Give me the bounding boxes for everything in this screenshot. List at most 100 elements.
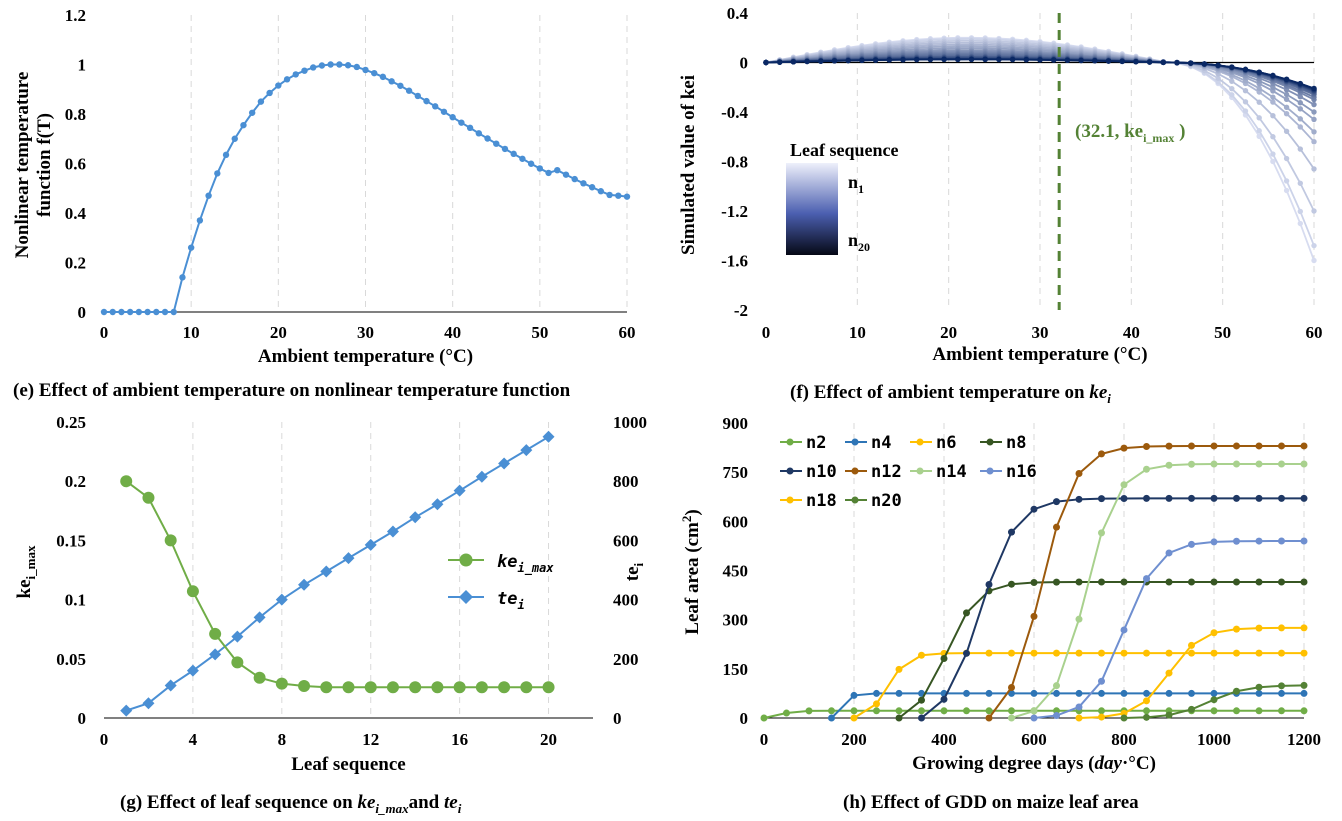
data-point — [1297, 80, 1304, 87]
data-point — [196, 217, 204, 224]
data-point-n12 — [1300, 442, 1308, 450]
data-point — [1256, 99, 1262, 105]
data-point — [1064, 57, 1071, 64]
te-data-point — [498, 457, 511, 470]
data-point — [275, 82, 282, 89]
data-point — [1105, 58, 1112, 64]
legend-marker-n8 — [986, 438, 994, 446]
data-point — [1297, 220, 1304, 227]
data-point-n12 — [1008, 684, 1015, 692]
data-point-n8 — [1165, 578, 1173, 586]
data-point-n10 — [940, 695, 948, 703]
data-point-n16 — [1053, 712, 1060, 720]
te-data-point — [275, 593, 288, 606]
legend-marker-n2 — [786, 438, 794, 446]
data-point-n2 — [1300, 707, 1308, 715]
data-point-n12 — [985, 714, 993, 722]
data-point — [1311, 257, 1317, 264]
data-point-n14 — [1075, 615, 1083, 623]
data-point-n18 — [1098, 713, 1105, 721]
y-tick-label: -0.8 — [721, 153, 748, 172]
y-tick-label: 450 — [723, 562, 749, 581]
data-point — [432, 103, 439, 110]
x-axis-label: Ambient temperature (°C) — [258, 346, 473, 367]
data-point-n4 — [1030, 689, 1038, 697]
data-point — [510, 150, 517, 158]
ke-data-point — [209, 627, 222, 640]
data-point-n4 — [1188, 689, 1195, 697]
ke-data-point — [520, 681, 533, 694]
ke-data-point — [298, 680, 311, 693]
y-tick-label: 0.8 — [65, 105, 86, 124]
data-point-n6 — [895, 665, 903, 673]
legend-bottom-label: n20 — [848, 230, 870, 254]
te-data-point — [231, 630, 244, 643]
data-point — [1242, 99, 1249, 105]
ke-data-point — [409, 681, 422, 694]
ke-data-point — [475, 681, 488, 694]
data-point-n10 — [1300, 494, 1308, 502]
y-tick-label: 0 — [740, 709, 749, 728]
y2-tick-label: 200 — [613, 650, 639, 669]
data-point — [1270, 158, 1276, 165]
te-data-point — [342, 552, 355, 565]
x-tick-label: 40 — [444, 323, 461, 342]
y-tick-label: -2 — [734, 301, 748, 320]
y-tick-label: 0.15 — [56, 531, 86, 550]
data-point — [371, 69, 378, 77]
ke-data-point — [453, 681, 466, 694]
data-point — [982, 56, 988, 63]
caption: (g) Effect of leaf sequence on kei_maxan… — [120, 792, 462, 816]
data-point-n8 — [1278, 578, 1285, 586]
data-point-n18 — [1255, 624, 1263, 632]
legend-ke-label: kei_max — [497, 552, 554, 576]
x-tick-label: 20 — [940, 323, 957, 342]
data-point-n2 — [783, 709, 790, 717]
x-tick-label: 0 — [100, 730, 109, 749]
data-point — [1133, 59, 1139, 65]
data-point-n10 — [918, 714, 925, 722]
x-tick-label: 30 — [1032, 323, 1049, 342]
data-point — [1229, 85, 1235, 92]
data-point-n8 — [895, 714, 903, 722]
data-point — [1297, 116, 1304, 122]
data-point — [1283, 91, 1290, 98]
y-tick-label: 0.05 — [56, 650, 86, 669]
data-point — [1311, 116, 1317, 123]
data-point-n10 — [1255, 494, 1263, 502]
data-point — [562, 171, 570, 178]
data-point-n12 — [1278, 442, 1285, 450]
data-point — [449, 114, 456, 121]
data-point-n12 — [1188, 442, 1195, 450]
data-point-n4 — [1255, 689, 1263, 697]
te-data-point — [475, 470, 488, 483]
x-tick-label: 1000 — [1197, 730, 1231, 749]
ke-data-point — [186, 585, 199, 598]
data-point — [187, 244, 195, 251]
data-point — [831, 58, 838, 64]
y2-axis-label: tei — [622, 562, 646, 581]
data-point — [248, 109, 256, 116]
data-point — [968, 56, 975, 63]
ke-data-point — [275, 677, 288, 690]
data-point — [1242, 66, 1249, 73]
data-point-n2 — [1210, 707, 1218, 715]
ke-data-point — [120, 475, 133, 488]
y2-tick-label: 600 — [613, 531, 639, 550]
data-point-n18 — [1278, 624, 1285, 632]
data-point — [1201, 61, 1208, 67]
data-point — [545, 169, 552, 177]
data-point-n2 — [963, 707, 970, 715]
te-data-point — [542, 430, 555, 443]
data-point-n8 — [918, 696, 925, 704]
data-point — [1270, 94, 1276, 100]
data-point — [1270, 72, 1276, 79]
data-point-n4 — [850, 691, 858, 699]
data-point — [1119, 58, 1125, 65]
data-point — [379, 73, 387, 81]
data-point — [423, 97, 430, 105]
data-point — [336, 61, 343, 68]
te-data-point — [120, 704, 133, 717]
data-point — [458, 119, 465, 126]
panel-e-chart: 0 10 20 30 40 50 60 0 0.2 0.4 0.6 0.8 1 1.2 Ambient te… — [12, 6, 636, 401]
